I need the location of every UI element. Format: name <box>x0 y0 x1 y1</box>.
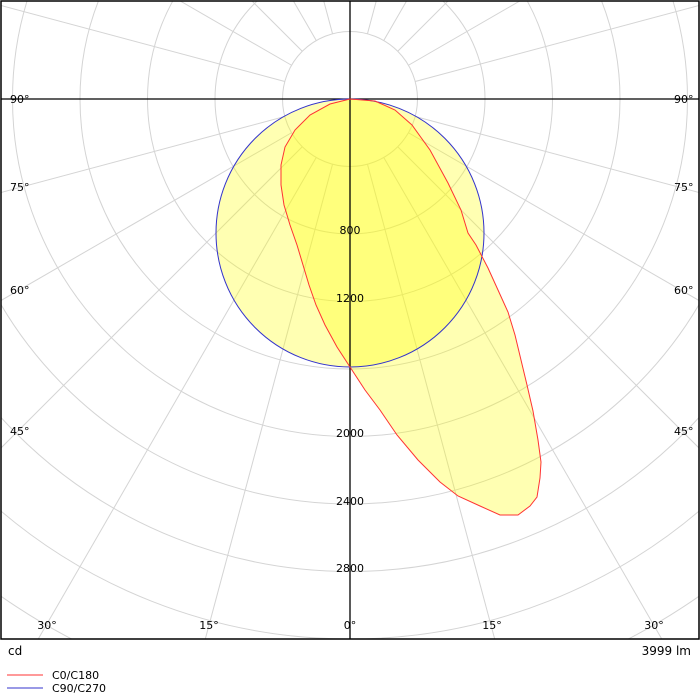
angle-label-right: 75° <box>674 181 694 194</box>
angle-label-left: 60° <box>10 284 30 297</box>
angle-label-bottom: 15° <box>482 619 502 632</box>
angle-label-right: 60° <box>674 284 694 297</box>
c0-fill <box>281 99 541 515</box>
angle-label-left: 45° <box>10 425 30 438</box>
grid-spoke <box>408 132 699 302</box>
angle-label-bottom: 30° <box>644 619 664 632</box>
grid-spoke <box>1 4 285 83</box>
curve-lines <box>215 98 542 516</box>
grid-spoke <box>383 157 663 639</box>
axis-labels: 800 1200 2000 2400 2800 90° 75° 60° 45° 90° 75° 60°… <box>10 93 694 632</box>
angle-label-bottom: 15° <box>199 619 219 632</box>
grid-spoke <box>1 115 285 194</box>
angle-label-left: 90° <box>10 93 30 106</box>
unit-label: cd <box>8 644 22 658</box>
radial-tick-label: 2800 <box>336 562 364 575</box>
grid-spoke <box>415 115 699 194</box>
radial-tick-label: 800 <box>340 224 361 237</box>
plot-border <box>0 0 700 640</box>
grid-spoke <box>204 164 334 639</box>
radial-tick-label: 2400 <box>336 495 364 508</box>
angle-label-bottom: 30° <box>37 619 57 632</box>
angle-label-left: 75° <box>10 181 30 194</box>
grid-spoke <box>1 132 292 302</box>
angle-label-bottom: 0° <box>344 619 357 632</box>
grid-spoke <box>366 164 496 639</box>
flux-label: 3999 lm <box>642 644 691 658</box>
grid-spoke <box>37 157 317 639</box>
angle-label-right: 45° <box>674 425 694 438</box>
legend-label-c0: C0/C180 <box>52 669 99 682</box>
radial-tick-label: 2000 <box>336 427 364 440</box>
grid-spoke <box>1 146 303 449</box>
grid-spoke <box>397 146 699 449</box>
angle-label-right: 90° <box>674 93 694 106</box>
radial-tick-label: 1200 <box>336 292 364 305</box>
legend: C0/C180 C90/C270 <box>7 669 106 695</box>
c0-curve <box>280 98 542 516</box>
grid-spoke <box>415 4 699 83</box>
legend-label-c90: C90/C270 <box>52 682 106 695</box>
